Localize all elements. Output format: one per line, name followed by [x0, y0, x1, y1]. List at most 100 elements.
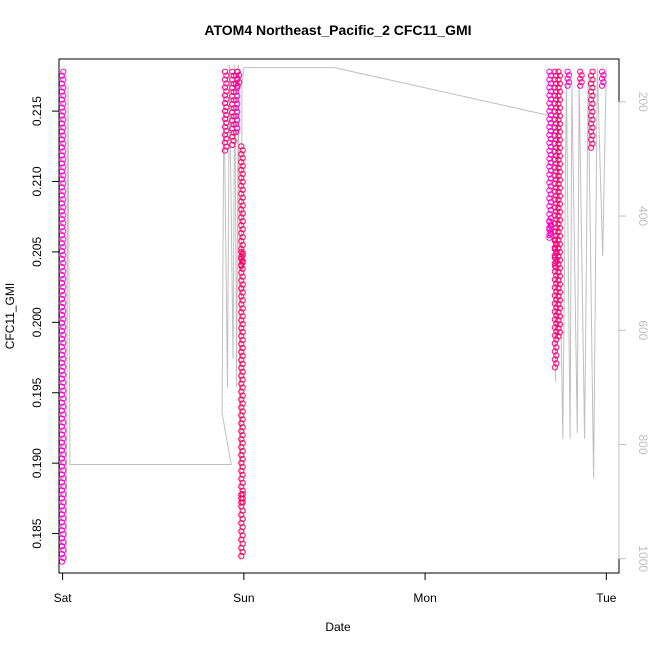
data-point [239, 344, 246, 352]
data-point [60, 132, 67, 139]
data-point [238, 444, 245, 451]
data-point [551, 76, 559, 83]
data-point [555, 116, 562, 123]
data-point [60, 515, 67, 522]
data-point [546, 203, 553, 210]
data-point [238, 503, 245, 510]
data-point [238, 420, 245, 427]
data-point [238, 293, 245, 300]
data-point [238, 459, 245, 467]
data-point [238, 495, 245, 502]
data-point [556, 329, 564, 336]
depth-trace-layer [59, 64, 607, 561]
data-point [239, 384, 246, 391]
data-point [546, 224, 553, 232]
data-point [238, 404, 245, 411]
data-point [556, 128, 564, 135]
data-points-layer [58, 68, 607, 565]
data-point [60, 419, 67, 426]
data-point [60, 180, 67, 187]
data-point [555, 148, 562, 155]
data-point [546, 187, 553, 194]
data-point [60, 244, 67, 251]
data-point [555, 132, 562, 139]
data-point [60, 236, 67, 243]
data-point [589, 116, 596, 123]
data-point [239, 440, 246, 447]
data-point [239, 487, 246, 494]
data-point [239, 234, 246, 241]
data-point [547, 175, 554, 182]
data-point [60, 315, 67, 322]
data-point [238, 536, 245, 543]
y-tick-label: 0.210 [30, 166, 44, 196]
data-point [238, 285, 245, 292]
data-point [551, 228, 559, 235]
data-point [551, 284, 559, 291]
data-point [589, 68, 596, 75]
data-point [238, 174, 245, 181]
data-point [553, 352, 560, 359]
data-point [60, 116, 67, 123]
data-point [239, 352, 246, 359]
data-point [547, 183, 554, 190]
data-point [589, 92, 596, 99]
data-point [588, 128, 595, 135]
data-point [60, 459, 67, 466]
data-point [238, 340, 245, 348]
x-axis-label: Date [325, 620, 351, 634]
data-point [555, 213, 562, 220]
data-point [239, 297, 246, 304]
data-point [239, 360, 246, 367]
y2-tick-label: 400 [636, 206, 650, 226]
data-point [588, 120, 595, 127]
data-point [234, 100, 241, 108]
data-point [555, 229, 562, 236]
data-point [60, 212, 67, 219]
data-point [238, 380, 245, 387]
data-point [239, 491, 246, 498]
data-point [551, 356, 559, 363]
data-point [551, 108, 559, 115]
data-point [60, 339, 67, 346]
data-point [556, 200, 564, 208]
data-point [588, 136, 595, 143]
data-point [60, 475, 67, 482]
data-point [598, 75, 606, 82]
data-point [238, 230, 245, 237]
data-point [60, 172, 67, 179]
data-point [60, 156, 67, 163]
data-point [239, 289, 246, 296]
data-point [553, 360, 560, 367]
y-tick-label: 0.185 [30, 518, 44, 548]
data-point [60, 283, 67, 291]
data-point [555, 269, 562, 276]
data-point [556, 152, 564, 159]
data-point [60, 84, 67, 91]
data-point [556, 281, 564, 288]
data-point [556, 273, 564, 280]
data-point [588, 72, 595, 79]
data-point [551, 220, 559, 227]
data-point [546, 211, 553, 218]
data-point [238, 301, 245, 308]
data-point [555, 237, 562, 244]
data-point [60, 124, 67, 131]
data-point [551, 132, 559, 139]
data-point [238, 436, 245, 443]
data-point [239, 515, 246, 523]
data-point [239, 321, 246, 328]
data-point [555, 156, 562, 163]
data-point [223, 143, 230, 150]
data-point [551, 324, 559, 331]
data-point [556, 241, 564, 248]
data-point [60, 100, 67, 107]
y-tick-label: 0.195 [30, 377, 44, 407]
data-point [221, 68, 229, 75]
data-point [555, 245, 562, 252]
data-point [547, 228, 554, 235]
data-point [239, 392, 246, 399]
data-point [223, 119, 230, 127]
data-point [232, 104, 239, 112]
x-tick-label: Tue [596, 591, 617, 605]
